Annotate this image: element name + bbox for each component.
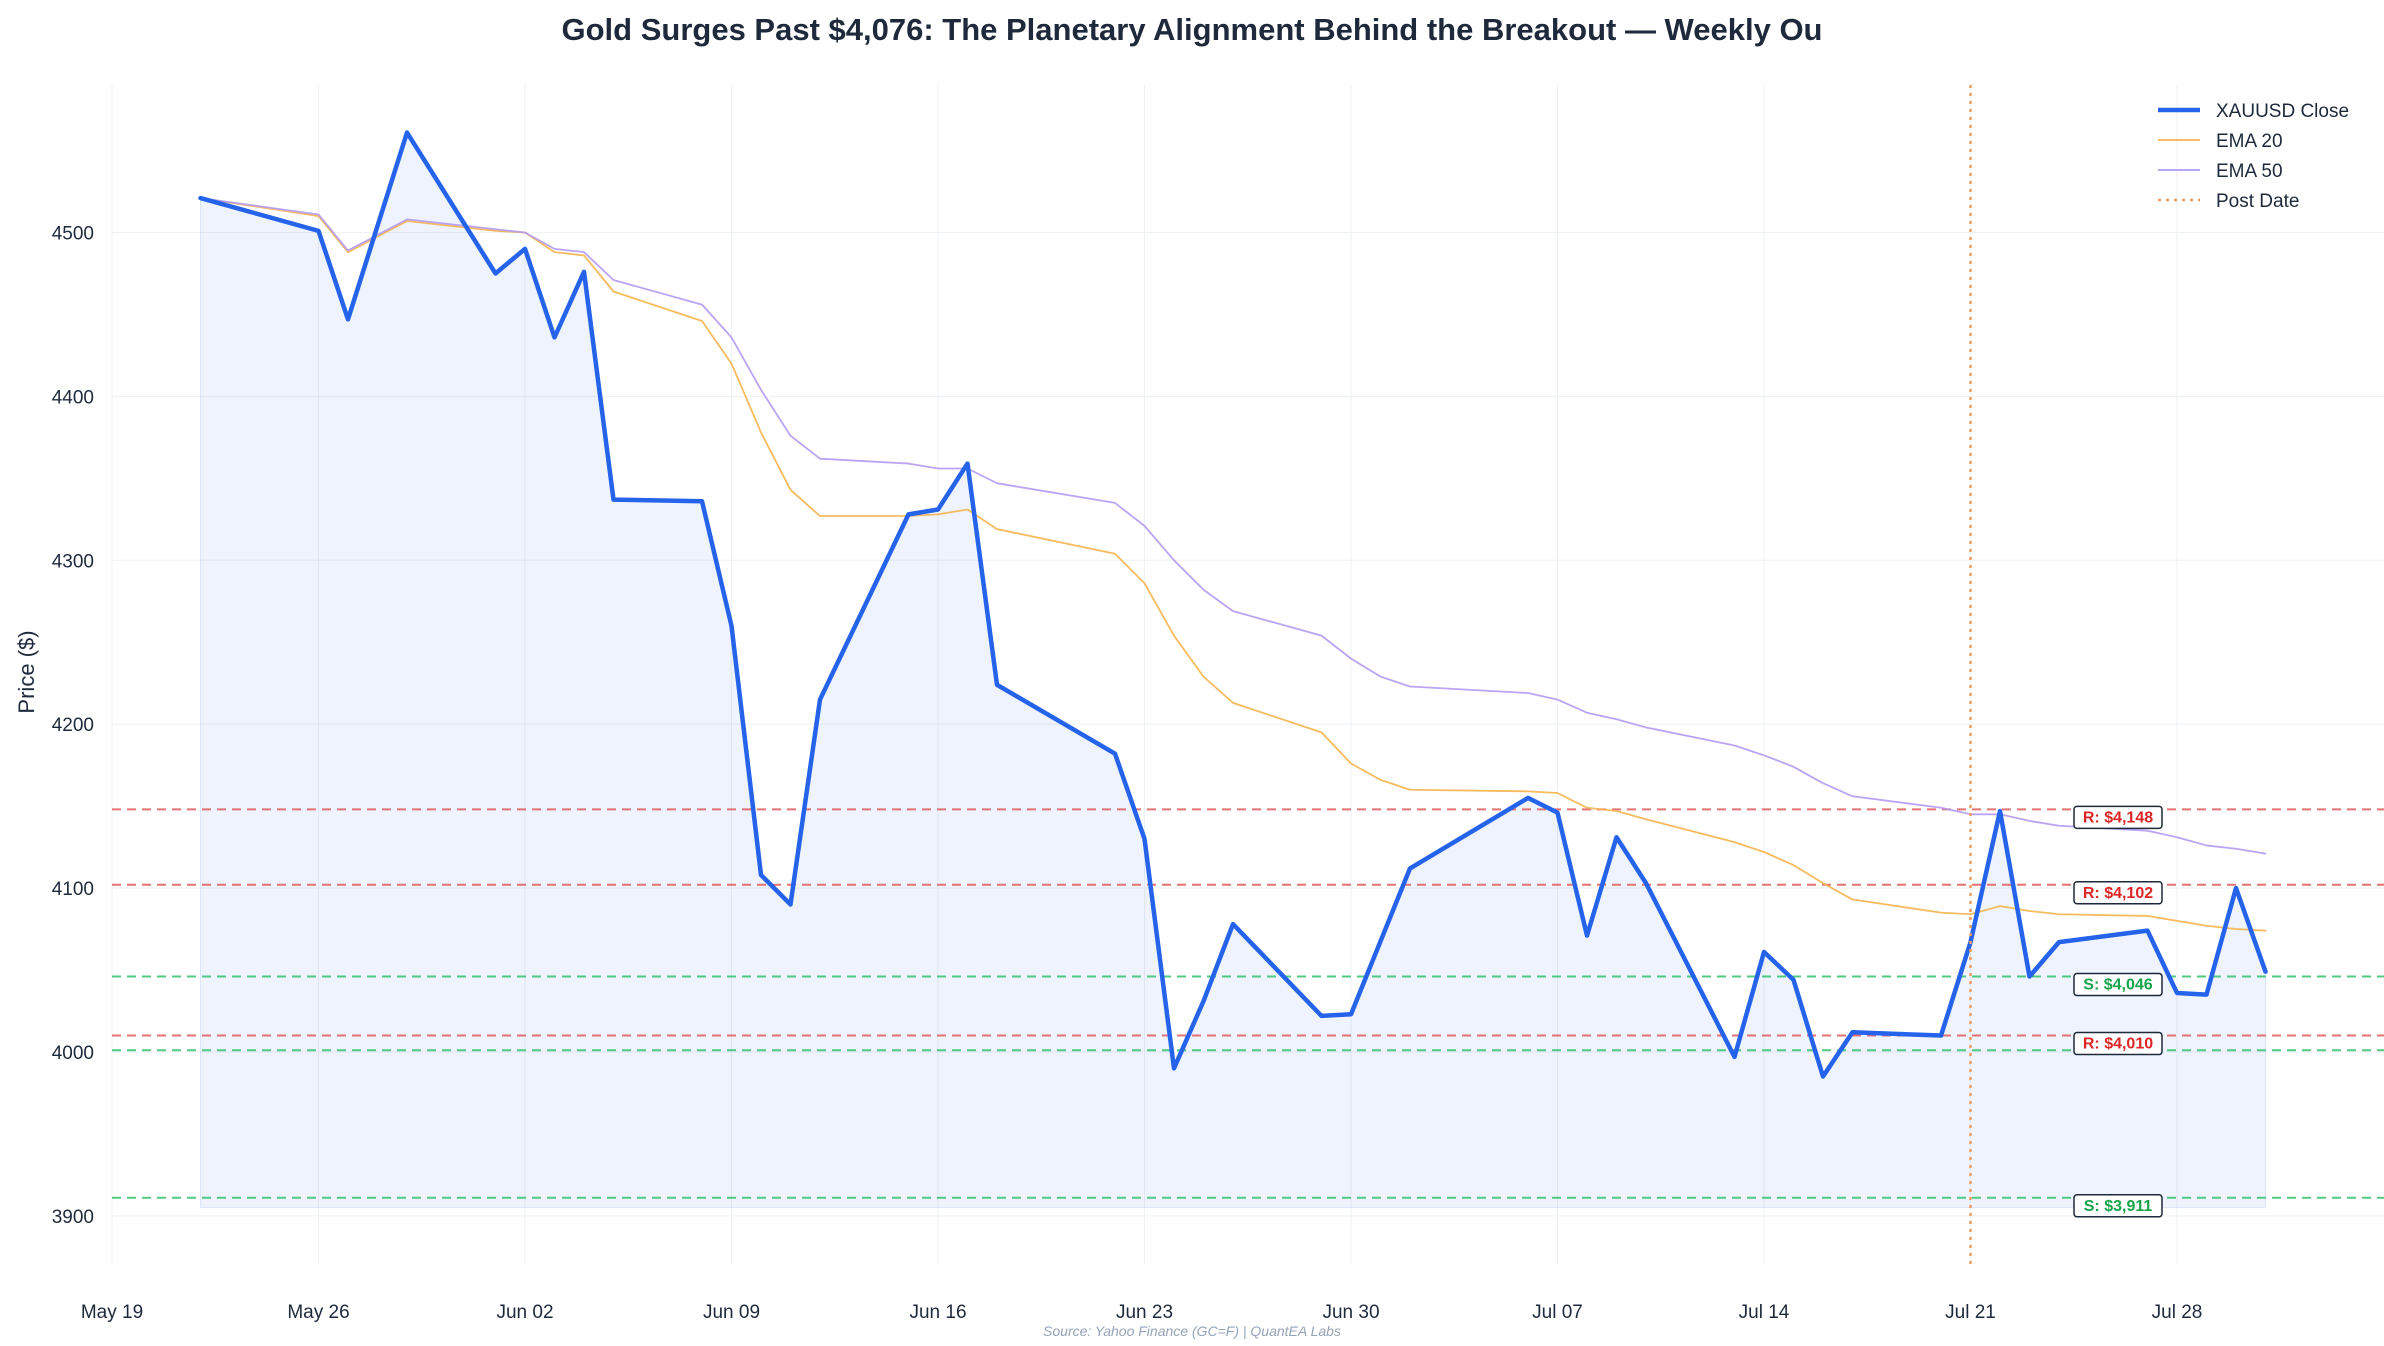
y-tick-label: 4400 — [52, 387, 94, 408]
ema-line — [199, 197, 2267, 855]
legend-label: XAUUSD Close — [2216, 101, 2349, 122]
y-axis-ticks: 3900 4000 4100 4200 4300 4400 4500 — [52, 224, 94, 1228]
x-tick-label: Jun 09 — [703, 1302, 760, 1323]
level-label: S: $3,911 — [2073, 1194, 2163, 1218]
x-tick-label: May 19 — [81, 1302, 143, 1323]
legend-item: XAUUSD Close — [2158, 101, 2349, 122]
level-label-box — [2073, 1031, 2163, 1056]
x-tick-label: Jul 07 — [1532, 1302, 1583, 1323]
legend-label: Post Date — [2216, 191, 2299, 212]
level-label-box — [2073, 881, 2163, 905]
level-label: S: $4,046 — [2073, 972, 2163, 997]
legend-label: EMA 50 — [2216, 161, 2283, 182]
y-axis-label: Price ($) — [14, 630, 39, 713]
x-tick-label: Jun 02 — [496, 1302, 553, 1323]
x-axis-ticks: May 19 May 26 Jun 02 Jun 09 Jun 16 Jun 23 Jun … — [81, 1302, 2203, 1323]
level-label-box — [2073, 805, 2163, 830]
level-label-box — [2073, 972, 2163, 997]
source-note: Source: Yahoo Finance (GC=F) | QuantEA L… — [1043, 1323, 1341, 1339]
x-tick-label: Jul 14 — [1739, 1302, 1790, 1323]
level-label-text: R: $4,102 — [2083, 885, 2153, 902]
y-tick-label: 4100 — [52, 879, 94, 900]
level-label-box — [2073, 1194, 2163, 1218]
level-label: R: $4,010 — [2073, 1031, 2163, 1056]
legend-item: EMA 20 — [2158, 131, 2283, 152]
x-tick-label: Jul 28 — [2152, 1302, 2203, 1323]
x-tick-label: May 26 — [287, 1302, 349, 1323]
legend: XAUUSD Close EMA 20 EMA 50 Post Date — [2158, 101, 2349, 212]
y-tick-label: 3900 — [52, 1207, 94, 1228]
ema-line — [199, 197, 2267, 932]
y-tick-label: 4300 — [52, 551, 94, 572]
legend-item: EMA 50 — [2158, 161, 2283, 182]
chart-title: Gold Surges Past $4,076: The Planetary A… — [562, 12, 1823, 47]
level-label-text: R: $4,010 — [2083, 1036, 2153, 1053]
x-tick-label: Jun 23 — [1116, 1302, 1173, 1323]
legend-item: Post Date — [2158, 191, 2299, 212]
level-label-text: S: $4,046 — [2083, 977, 2152, 994]
x-tick-label: Jul 21 — [1945, 1302, 1996, 1323]
level-label-text: R: $4,148 — [2083, 809, 2153, 826]
level-labels: R: $4,148 R: $4,102 S: $4,046 R: $4,010 S: $… — [2073, 805, 2163, 1218]
level-label: R: $4,102 — [2073, 881, 2163, 905]
legend-label: EMA 20 — [2216, 131, 2283, 152]
grid — [111, 85, 2384, 1265]
x-tick-label: Jun 16 — [909, 1302, 966, 1323]
support-resistance-levels — [112, 808, 2384, 1199]
y-tick-label: 4000 — [52, 1043, 94, 1064]
close-line — [198, 130, 2268, 1079]
y-tick-label: 4200 — [52, 715, 94, 736]
level-label: R: $4,148 — [2073, 805, 2163, 830]
x-tick-label: Jun 30 — [1322, 1302, 1379, 1323]
close-area — [200, 131, 2266, 1209]
series-lines — [198, 130, 2268, 1079]
close-area-fill — [200, 131, 2266, 1209]
y-tick-label: 4500 — [52, 224, 94, 245]
level-label-text: S: $3,911 — [2084, 1198, 2153, 1215]
